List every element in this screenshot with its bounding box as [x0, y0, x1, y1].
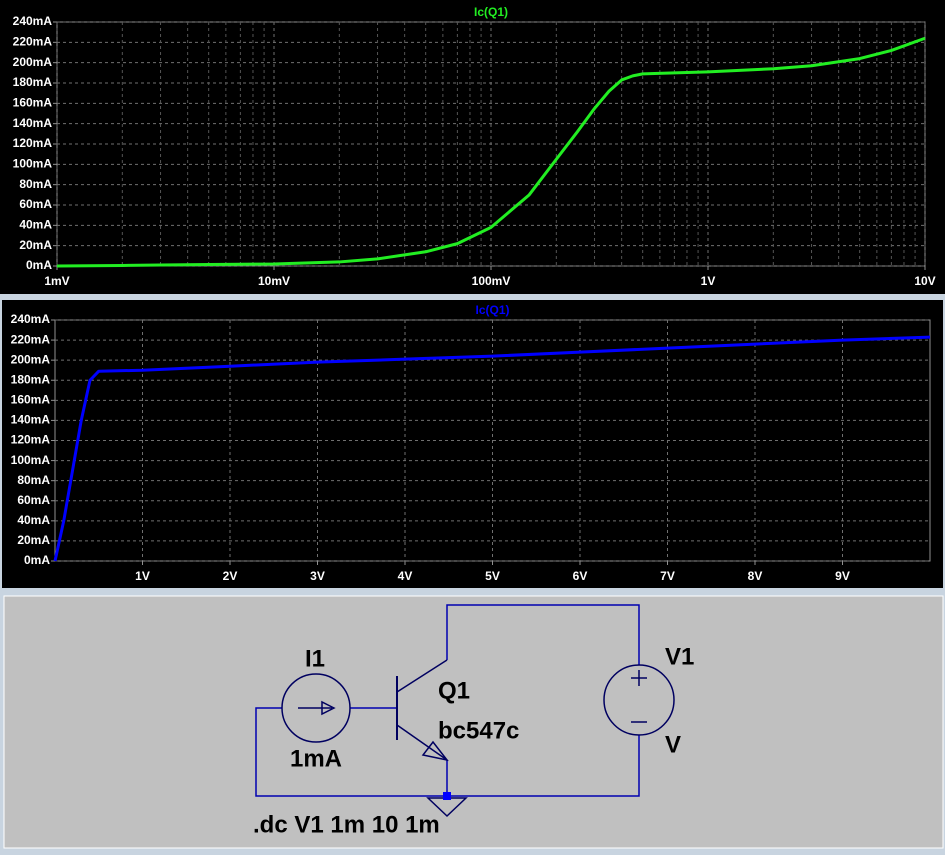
x-tick-label: 4V	[398, 569, 413, 583]
trace-name: Ic(Q1)	[475, 303, 509, 317]
y-tick-label: 20mA	[19, 238, 52, 252]
y-tick-label: 0mA	[26, 258, 52, 272]
emitter	[396, 724, 448, 761]
y-tick-label: 120mA	[11, 433, 51, 447]
x-tick-label: 5V	[485, 569, 500, 583]
y-tick-label: 120mA	[13, 136, 53, 150]
y-tick-label: 20mA	[17, 533, 50, 547]
y-tick-label: 40mA	[17, 513, 50, 527]
x-tick-label: 10V	[914, 274, 935, 288]
x-tick-label: 6V	[573, 569, 588, 583]
x-tick-label: 1V	[135, 569, 150, 583]
collector	[396, 659, 448, 693]
i1-name: I1	[305, 645, 325, 672]
current-source	[281, 673, 351, 743]
schematic-pane	[3, 595, 944, 849]
y-tick-label: 240mA	[13, 14, 53, 28]
i1-value: 1mA	[290, 745, 342, 772]
x-tick-label: 9V	[835, 569, 850, 583]
y-tick-label: 200mA	[13, 55, 53, 69]
v1-name: V1	[665, 643, 694, 670]
y-tick-label: 80mA	[17, 473, 50, 487]
y-tick-label: 160mA	[13, 96, 53, 110]
v1-value: V	[665, 731, 681, 758]
voltage-source	[603, 664, 675, 736]
y-tick-label: 0mA	[24, 553, 50, 567]
x-tick-label: 10mV	[258, 274, 290, 288]
y-tick-label: 160mA	[11, 393, 51, 407]
y-tick-label: 60mA	[19, 197, 52, 211]
wire	[255, 707, 640, 797]
x-tick-label: 1mV	[44, 274, 69, 288]
emitter-arrow	[421, 740, 449, 762]
y-tick-label: 140mA	[11, 413, 51, 427]
arrow-head	[321, 700, 336, 716]
y-tick-label: 140mA	[13, 116, 53, 130]
y-tick-label: 40mA	[19, 218, 52, 232]
x-tick-label: 7V	[660, 569, 675, 583]
spice-directive: .dc V1 1m 10 1m	[253, 811, 440, 838]
trace	[53, 335, 931, 562]
x-tick-label: 8V	[748, 569, 763, 583]
trace-name: Ic(Q1)	[474, 5, 508, 19]
q1-name: Q1	[438, 677, 470, 704]
x-tick-label: 3V	[310, 569, 325, 583]
x-tick-label: 100mV	[472, 274, 511, 288]
y-tick-label: 200mA	[11, 352, 51, 366]
trace	[56, 36, 926, 268]
y-tick-label: 60mA	[17, 493, 50, 507]
q1-model: bc547c	[438, 717, 519, 744]
x-tick-label: 2V	[223, 569, 238, 583]
y-tick-label: 180mA	[13, 75, 53, 89]
y-tick-label: 80mA	[19, 177, 52, 191]
y-tick-label: 220mA	[11, 332, 51, 346]
wire	[446, 604, 640, 665]
y-tick-label: 100mA	[11, 453, 51, 467]
y-tick-label: 220mA	[13, 35, 53, 49]
x-tick-label: 1V	[701, 274, 716, 288]
y-tick-label: 100mA	[13, 157, 53, 171]
y-tick-label: 180mA	[11, 372, 51, 386]
node	[443, 792, 451, 800]
y-tick-label: 240mA	[11, 312, 51, 326]
schematic	[255, 604, 675, 818]
